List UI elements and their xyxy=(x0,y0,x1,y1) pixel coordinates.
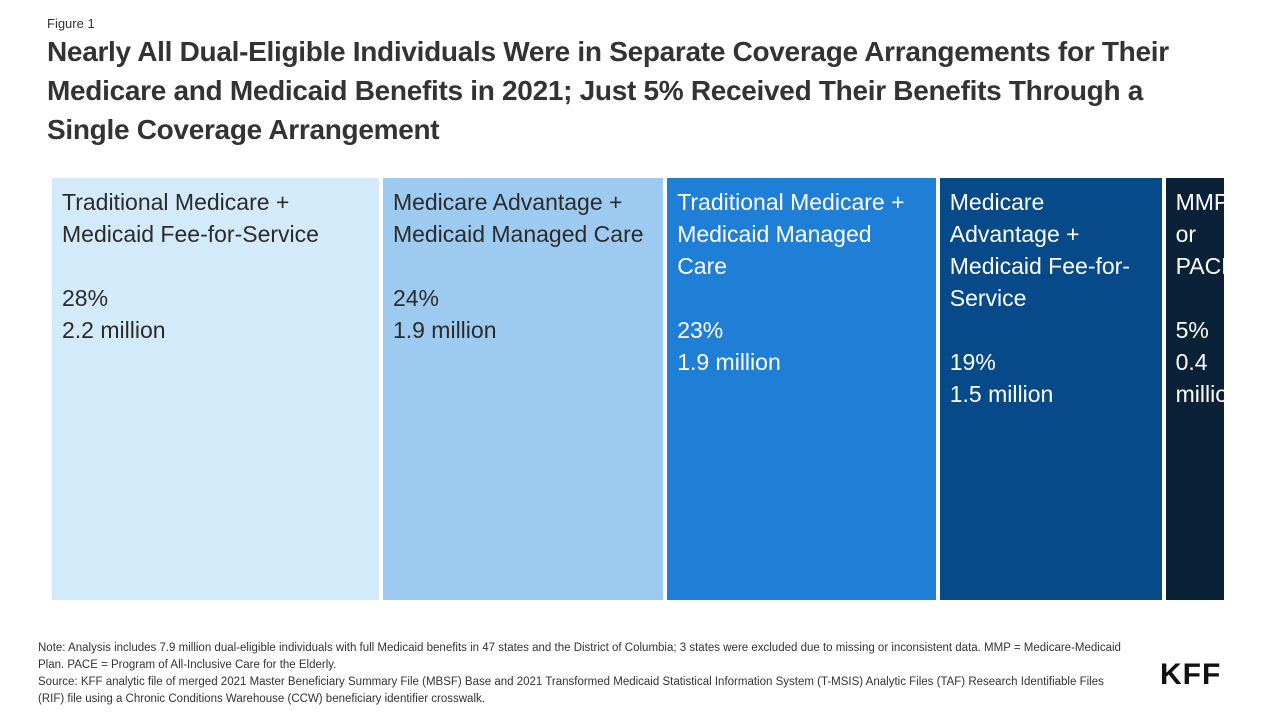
figure-label: Figure 1 xyxy=(47,16,95,31)
category-label: MMP or PACE xyxy=(1175,189,1237,279)
category-label: Traditional Medicare + Medicaid Fee-for-… xyxy=(62,189,319,247)
people-label: 2.2 million xyxy=(62,317,166,343)
category-label: Traditional Medicare + Medicaid Managed … xyxy=(677,189,905,279)
segment: Medicare Advantage + Medicaid Fee-for-Se… xyxy=(939,178,1162,600)
note: Note: Analysis includes 7.9 million dual… xyxy=(38,642,1121,671)
value-label: 28% xyxy=(62,285,109,311)
notes: Note: Analysis includes 7.9 million dual… xyxy=(38,640,1128,708)
people-label: 1.9 million xyxy=(677,349,781,375)
value-label: 19% xyxy=(949,349,996,375)
category-label: Medicare Advantage + Medicaid Managed Ca… xyxy=(392,189,644,247)
segment: Traditional Medicare + Medicaid Managed … xyxy=(667,178,936,600)
people-label: 1.5 million xyxy=(949,381,1054,407)
segment: MMP or PACE 5% 0.4 million xyxy=(1165,178,1241,600)
chart-title: Nearly All Dual-Eligible Individuals Wer… xyxy=(47,36,1169,145)
people-label: 0.4 million xyxy=(1175,349,1241,407)
segment: Traditional Medicare + Medicaid Fee-for-… xyxy=(52,178,379,600)
value-label: 5% xyxy=(1175,317,1209,343)
segment: Medicare Advantage + Medicaid Managed Ca… xyxy=(382,178,664,600)
value-label: 23% xyxy=(677,317,724,343)
category-label: Medicare Advantage + Medicaid Fee-for-Se… xyxy=(949,189,1130,311)
value-label: 24% xyxy=(392,285,439,311)
source: Source: KFF analytic file of merged 2021… xyxy=(38,676,1104,705)
logo: KFF xyxy=(1160,658,1222,691)
people-label: 1.9 million xyxy=(392,317,497,343)
